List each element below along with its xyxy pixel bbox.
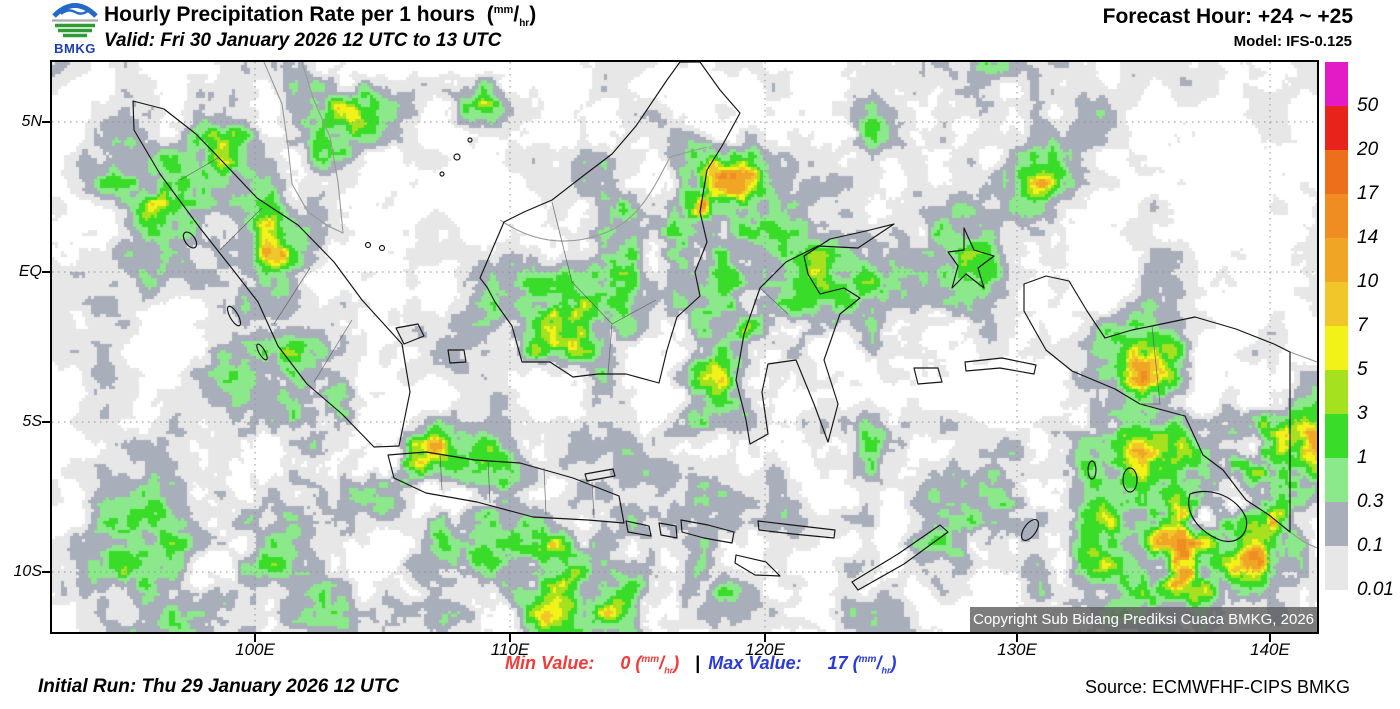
initial-run-label: Initial Run: Thu 29 January 2026 12 UTC xyxy=(38,676,400,697)
latitude-tick xyxy=(42,121,52,123)
min-value-label: Min Value: xyxy=(505,653,595,673)
legend-level-label: 50 xyxy=(1357,95,1379,116)
map-overlay xyxy=(52,62,1317,632)
longitude-tick-label: 130E xyxy=(997,640,1037,659)
longitude-tick-label: 120E xyxy=(745,640,785,659)
longitude-tick xyxy=(254,634,256,642)
longitude-tick xyxy=(1016,634,1018,642)
legend-level-label: 17 xyxy=(1357,183,1379,204)
precipitation-map: Copyright Sub Bidang Prediksi Cuaca BMKG… xyxy=(50,60,1319,634)
title-unit: (mm/hr) xyxy=(486,3,537,30)
page-title: Hourly Precipitation Rate per 1 hours (m… xyxy=(104,3,536,29)
latitude-tick-label: 5S xyxy=(22,413,42,430)
legend-color-swatch xyxy=(1325,106,1348,150)
max-value: 17 (mm/hr) xyxy=(827,653,897,676)
max-value-label: Max Value: xyxy=(708,653,802,673)
longitude-tick xyxy=(509,634,511,642)
indonesia-coastlines xyxy=(132,62,1291,591)
longitude-tick-label: 100E xyxy=(235,640,275,659)
min-max-separator: | xyxy=(695,653,701,673)
legend-color-swatch xyxy=(1325,414,1348,458)
longitude-tick-label: 110E xyxy=(490,640,530,659)
legend-color-swatch xyxy=(1325,370,1348,414)
legend-color-swatch xyxy=(1325,238,1348,282)
legend-color-swatch xyxy=(1325,326,1348,370)
latitude-tick xyxy=(42,421,52,423)
legend-color-swatch xyxy=(1325,282,1348,326)
legend-level-label: 3 xyxy=(1357,403,1368,424)
legend-level-label: 5 xyxy=(1357,359,1368,380)
latitude-tick-label: 10S xyxy=(13,563,42,580)
legend-level-label: 14 xyxy=(1357,227,1379,248)
legend-color-swatch xyxy=(1325,458,1348,502)
legend-level-label: 0.1 xyxy=(1357,535,1384,556)
longitude-tick xyxy=(1269,634,1271,642)
bmkg-logo-graphic xyxy=(52,3,98,38)
legend-color-swatch xyxy=(1325,194,1348,238)
graticule-gridlines xyxy=(52,62,1317,632)
min-value: 0 (mm/hr) xyxy=(620,653,680,676)
forecast-hour-label: Forecast Hour: +24 ~ +25 xyxy=(1102,5,1353,28)
latitude-tick xyxy=(42,571,52,573)
latitude-tick-label: EQ xyxy=(18,263,42,280)
legend-level-label: 0.3 xyxy=(1357,491,1384,512)
legend-level-label: 20 xyxy=(1357,139,1379,160)
legend-color-swatch xyxy=(1325,150,1348,194)
legend-color-swatch xyxy=(1325,62,1348,106)
color-legend: 50 20 17 14 10 7 5 3 1 0.3 0.1 0.01 xyxy=(1325,62,1400,600)
page-title-text: Hourly Precipitation Rate per 1 hours xyxy=(104,3,476,26)
latitude-tick-label: 5N xyxy=(21,113,42,130)
bmkg-logo: BMKG xyxy=(46,1,104,59)
bmkg-logo-text: BMKG xyxy=(54,41,96,56)
longitude-tick-label: 140E xyxy=(1250,640,1290,659)
legend-level-label: 7 xyxy=(1357,315,1368,336)
legend-color-swatch xyxy=(1325,502,1348,546)
copyright-watermark: Copyright Sub Bidang Prediksi Cuaca BMKG… xyxy=(970,607,1317,632)
legend-level-label: 0.01 xyxy=(1357,579,1394,600)
legend-level-label: 10 xyxy=(1357,271,1379,292)
foreign-coastlines xyxy=(263,62,1317,549)
legend-level-label: 1 xyxy=(1357,447,1368,468)
source-label: Source: ECMWFHF-CIPS BMKG xyxy=(1084,677,1350,697)
valid-time-line: Valid: Fri 30 January 2026 12 UTC to 13 … xyxy=(104,30,502,51)
longitude-tick xyxy=(764,634,766,642)
legend-color-swatch xyxy=(1325,546,1348,590)
model-label: Model: IFS-0.125 xyxy=(1233,33,1352,50)
min-max-values: Min Value: 0 (mm/hr) | Max Value: 17 (mm/hr) xyxy=(505,653,896,676)
latitude-tick xyxy=(42,271,52,273)
province-boundaries xyxy=(179,157,1161,519)
